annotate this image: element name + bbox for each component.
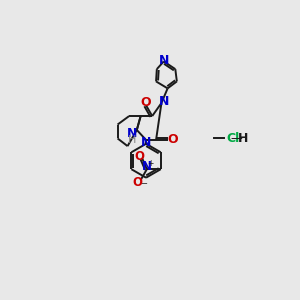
Text: H: H [128, 135, 136, 145]
Text: N: N [127, 127, 137, 140]
Text: Cl: Cl [226, 132, 239, 145]
Text: H: H [238, 132, 248, 145]
Text: O: O [140, 97, 151, 110]
Text: O: O [133, 176, 142, 189]
Text: —: — [230, 132, 242, 145]
Text: N: N [159, 95, 170, 108]
Text: N: N [141, 136, 151, 149]
Text: N: N [142, 160, 152, 173]
Text: +: + [148, 159, 154, 168]
Text: O: O [134, 150, 144, 163]
Text: −: − [140, 179, 147, 188]
Text: O: O [167, 134, 178, 146]
Text: N: N [159, 54, 169, 67]
